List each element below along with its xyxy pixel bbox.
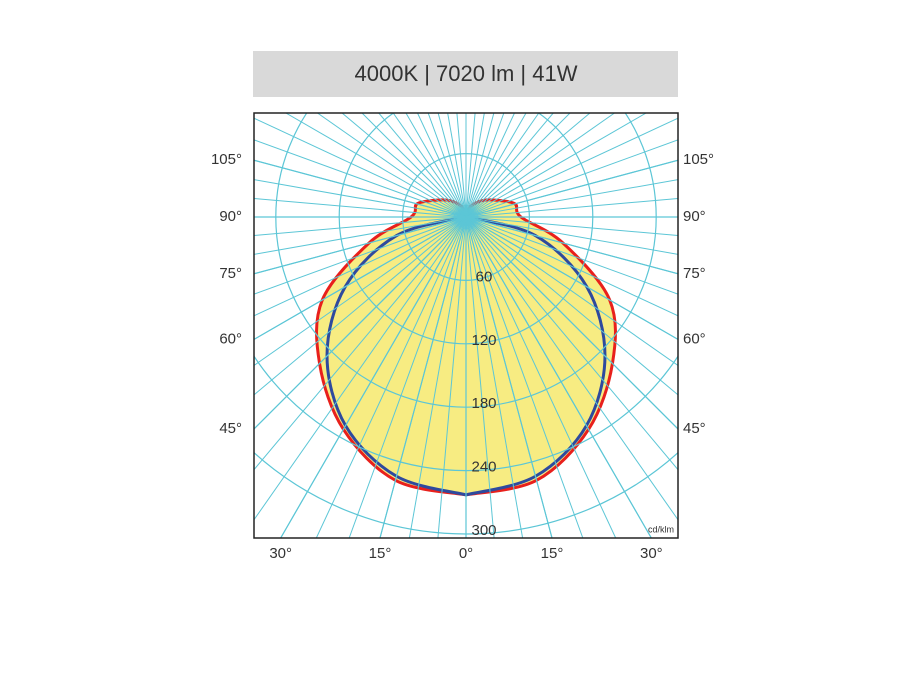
angle-grid-line (254, 159, 467, 218)
minor-ray (465, 113, 554, 218)
minor-ray (348, 216, 467, 538)
minor-ray (417, 113, 467, 218)
minor-ray (465, 216, 524, 538)
angle-grid-line (254, 216, 467, 430)
angle-grid-line (254, 216, 467, 340)
minor-ray (465, 216, 678, 396)
angle-label: 75° (219, 265, 242, 282)
minor-ray (465, 216, 495, 538)
minor-ray (465, 216, 678, 521)
minor-ray (341, 113, 467, 218)
minor-ray (285, 113, 467, 218)
angle-label: 90° (683, 208, 706, 225)
r-tick-label: 120 (471, 332, 496, 349)
angle-label: 30° (269, 545, 292, 562)
angle-label: 60° (683, 330, 706, 347)
unit-label: cd/klm (648, 524, 674, 534)
minor-ray (317, 113, 467, 218)
minor-ray (254, 216, 467, 295)
minor-ray (437, 216, 467, 538)
minor-ray (254, 179, 467, 218)
minor-ray (254, 216, 467, 470)
minor-ray (254, 216, 467, 521)
minor-ray (465, 117, 678, 218)
minor-ray (465, 216, 617, 538)
minor-ray (465, 113, 647, 218)
angle-grid-line (465, 216, 652, 538)
minor-ray (465, 113, 615, 218)
angle-grid-line (280, 216, 467, 538)
angle-grid-line (379, 216, 467, 538)
minor-ray (465, 113, 571, 218)
minor-ray (437, 113, 467, 218)
angle-label: 60° (219, 330, 242, 347)
minor-ray (254, 216, 467, 396)
r-tick-label: 300 (471, 522, 496, 539)
angle-label: 15° (541, 545, 564, 562)
minor-ray (465, 113, 591, 218)
angle-label: 30° (640, 545, 663, 562)
minor-ray (465, 197, 678, 218)
minor-ray (465, 216, 678, 237)
minor-ray (254, 216, 467, 237)
minor-ray (465, 216, 678, 317)
r-tick-label: 240 (471, 459, 496, 476)
minor-ray (465, 216, 678, 255)
r-tick-label: 60 (476, 268, 493, 285)
minor-ray (427, 113, 467, 218)
minor-ray (465, 216, 584, 538)
angle-label: 15° (369, 545, 392, 562)
minor-ray (447, 113, 467, 218)
title-box (253, 51, 678, 97)
angle-label: 90° (219, 208, 242, 225)
minor-ray (254, 216, 467, 255)
minor-ray (456, 113, 467, 218)
chart-title: 4000K | 7020 lm | 41W (355, 61, 578, 86)
minor-ray (465, 216, 678, 295)
angle-label: 45° (219, 420, 242, 437)
minor-ray (254, 117, 467, 218)
minor-ray (405, 113, 467, 218)
angle-grid-line (254, 216, 467, 275)
minor-ray (465, 216, 678, 470)
minor-ray (465, 113, 485, 218)
minor-ray (465, 113, 515, 218)
angle-grid-line (465, 216, 678, 430)
minor-ray (254, 197, 467, 218)
minor-ray (465, 113, 476, 218)
minor-ray (361, 113, 467, 218)
angle-grid-line (465, 159, 678, 218)
angle-label: 75° (683, 265, 706, 282)
minor-ray (465, 179, 678, 218)
minor-ray (465, 216, 678, 366)
minor-ray (315, 216, 467, 538)
minor-ray (465, 113, 527, 218)
minor-ray (254, 139, 467, 218)
angle-label: 105° (211, 151, 242, 168)
angle-grid-line (465, 216, 553, 538)
minor-ray (465, 113, 505, 218)
r-tick-label: 180 (471, 395, 496, 412)
angle-grid-line (465, 216, 678, 340)
minor-ray (254, 216, 467, 366)
minor-ray (465, 139, 678, 218)
minor-ray (254, 216, 467, 317)
angle-label: 105° (683, 151, 714, 168)
minor-ray (378, 113, 467, 218)
angle-label: 45° (683, 420, 706, 437)
plot-frame (253, 112, 679, 539)
minor-ray (408, 216, 467, 538)
angle-grid-line (465, 216, 678, 275)
angle-label: 0° (459, 545, 473, 562)
minor-ray (465, 113, 495, 218)
